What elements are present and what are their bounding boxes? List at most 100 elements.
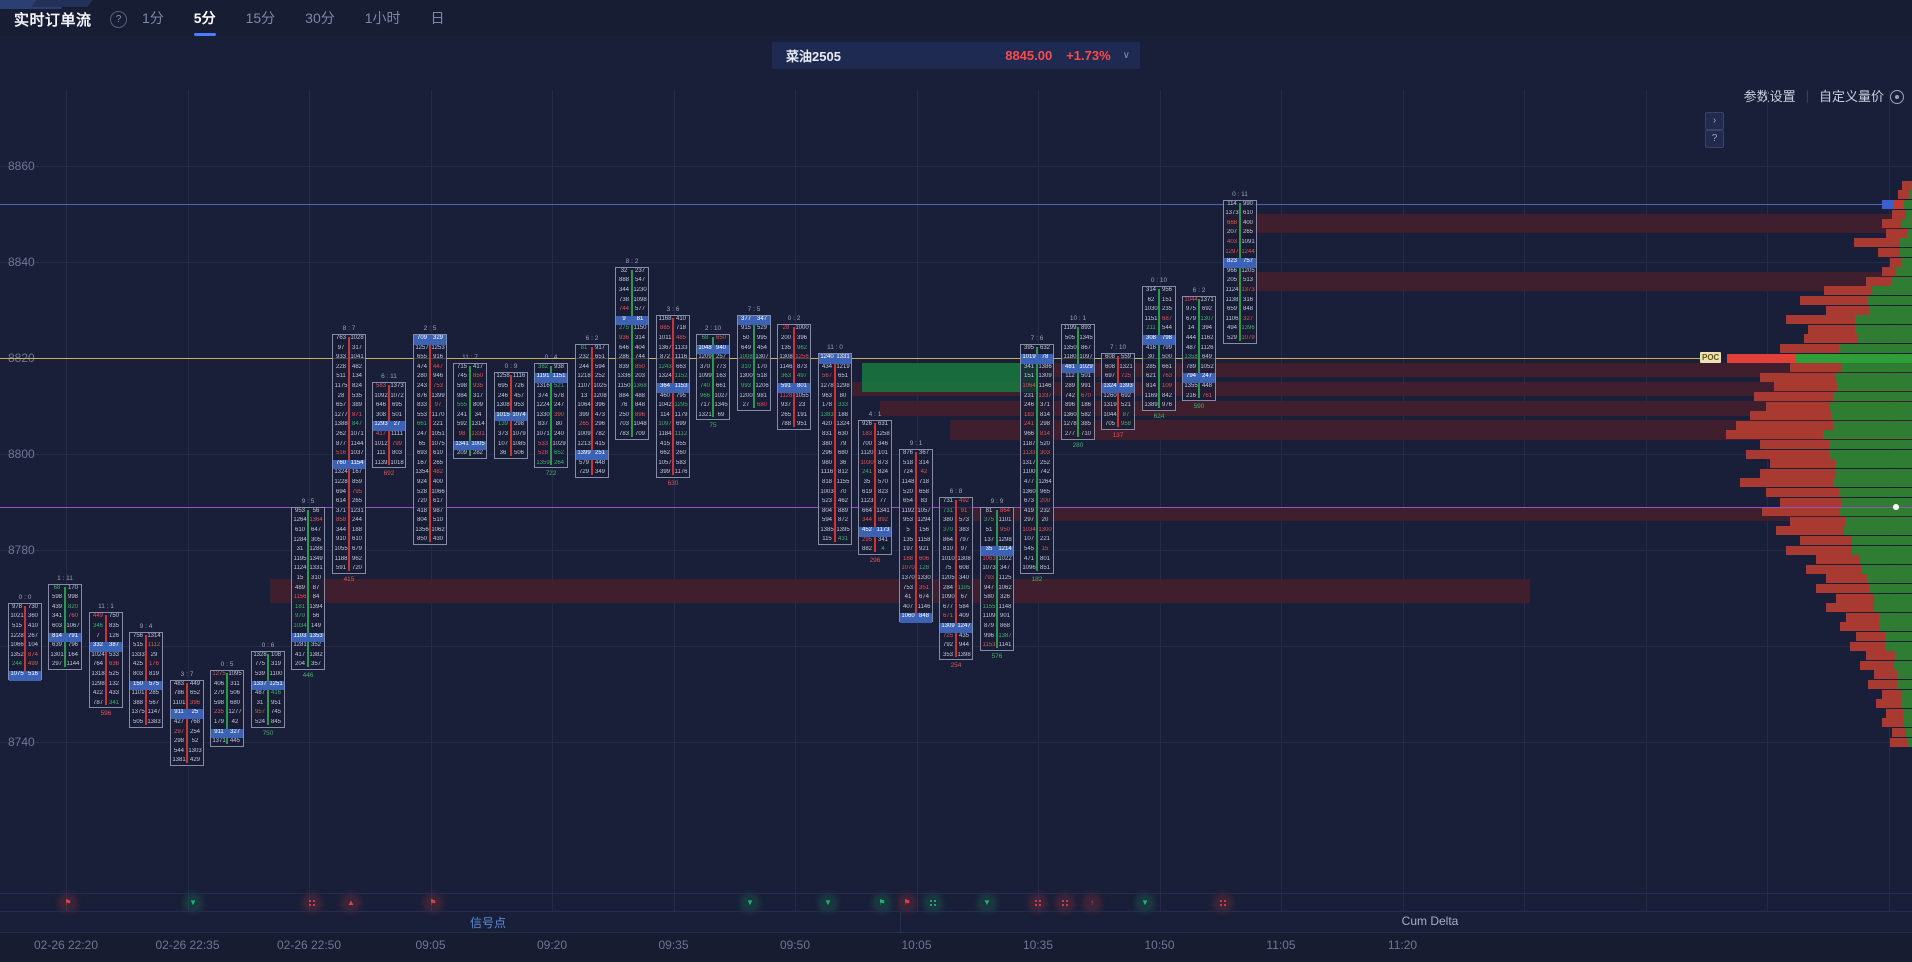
- footprint-candle[interactable]: 1199 893 505 1345 1350 867 1180 1097 481 1029 112 5…: [1061, 324, 1095, 440]
- candle-delta-line: [429, 337, 431, 543]
- footprint-candle[interactable]: 608 559 608 1321 697 725 1324 1393 1260 692 1319 52…: [1101, 353, 1135, 430]
- footprint-candle[interactable]: 1240 1331 434 1219 567 651 1278 1298 963 80 178 333…: [818, 353, 852, 546]
- help-icon[interactable]: ?: [110, 11, 127, 28]
- ref-line-right-tag: [1882, 200, 1894, 210]
- footprint-row: 1030 873: [860, 459, 888, 466]
- candle-delta-header: 10 : 1: [1069, 315, 1087, 323]
- custom-volume-price-button[interactable]: 自定义量价: [1818, 89, 1884, 104]
- footprint-candle[interactable]: 953 56 1264 1364 610 647 1284 305 31 1288 1195 1349…: [291, 506, 325, 670]
- footprint-row: 700 346: [861, 440, 888, 447]
- signal-marker-dots[interactable]: [1216, 896, 1230, 910]
- footprint-candle[interactable]: 1328 108 775 319 539 1100 1337 1251 487 416 31 951 9…: [251, 650, 285, 728]
- footprint-candle[interactable]: 395 632 1019 78 341 1386 151 1309 1064 1146 231 133…: [1020, 343, 1054, 574]
- signal-marker-flag[interactable]: ⚑: [61, 896, 75, 910]
- footprint-candle[interactable]: 1275 1095 406 311 279 506 598 680 235 1277 179 42 91…: [210, 670, 244, 747]
- footprint-candle[interactable]: 731 492 731 91 380 573 370 383 864 797 810 97 1010 13…: [939, 497, 973, 661]
- footprint-candle[interactable]: 715 417 745 850 598 935 984 317 555 809 241 34 592 13…: [453, 362, 487, 459]
- grid-line-horizontal: [0, 454, 1912, 455]
- footprint-row: 933 1041: [335, 354, 364, 361]
- signal-marker-tri-up[interactable]: ▲: [344, 896, 358, 910]
- footprint-candle[interactable]: 449 750 346 835 7 126 332 387 1024 533 764 636 1318 5…: [89, 612, 123, 709]
- footprint-candle[interactable]: 709 329 1257 1253 655 916 474 447 280 946 243 753 87…: [413, 334, 447, 546]
- footprint-candle[interactable]: 876 367 518 314 724 42 1148 718 520 658 654 83 1192 1…: [899, 449, 933, 623]
- footprint-row: 1124 1331: [293, 565, 323, 572]
- footprint-row: 344 892: [861, 517, 888, 524]
- signal-marker-dots[interactable]: [1031, 896, 1045, 910]
- signal-marker-tri-down[interactable]: ▼: [821, 896, 835, 910]
- footprint-row: 135 1158: [902, 536, 931, 543]
- grid-line-vertical: [1402, 90, 1404, 911]
- footprint-row: 494 1396: [1226, 325, 1255, 332]
- footprint-candle[interactable]: 1258 1116 695 726 246 457 1308 953 1015 1074 139 29…: [494, 372, 528, 459]
- instrument-selector[interactable]: 菜油2505 8845.00 +1.73% ∨: [772, 42, 1140, 69]
- footprint-row: 1359 264: [536, 459, 564, 466]
- footprint-candle[interactable]: 382 938 1191 1151 1316 521 374 578 1224 247 1330 39…: [534, 362, 568, 469]
- footprint-row: 1146 873: [779, 363, 807, 370]
- signal-marker-flag[interactable]: ⚑: [875, 896, 889, 910]
- chevron-down-icon[interactable]: ∨: [1122, 50, 1130, 61]
- footprint-row: 1150 1368: [617, 382, 647, 389]
- flag-signal-icon: ⚑: [878, 898, 886, 907]
- candle-delta-line: [753, 317, 755, 408]
- footprint-row: 804 510: [416, 517, 443, 524]
- footprint-row: 178 333: [821, 402, 848, 409]
- footprint-candle[interactable]: 1168 410 885 718 1011 485 1367 1133 872 1116 1243 6…: [656, 314, 690, 478]
- tab-30分[interactable]: 30分: [305, 10, 335, 26]
- footprint-candle[interactable]: 756 1314 515 1112 1333 29 425 176 803 819 150 575 11…: [129, 631, 163, 728]
- tab-1小时[interactable]: 1小时: [364, 10, 401, 26]
- tab-1分[interactable]: 1分: [142, 10, 164, 26]
- visibility-icon[interactable]: [1890, 89, 1904, 104]
- signal-marker-tri-down[interactable]: ▼: [186, 896, 200, 910]
- footprint-row: 1187 520: [1022, 440, 1050, 447]
- footprint-row: 1354 482: [415, 469, 443, 476]
- footprint-row: 924 400: [416, 478, 443, 485]
- footprint-candle[interactable]: 978 730 1021 360 515 410 1228 267 1066 104 1352 874…: [8, 602, 42, 681]
- footprint-candle[interactable]: 314 956 62 151 1030 235 1151 687 211 544 308 798 416…: [1142, 286, 1176, 411]
- footprint-candle[interactable]: 114 990 1373 610 668 400 207 265 403 1091 1297 1244…: [1223, 199, 1257, 344]
- signal-marker-arrow-up[interactable]: ↑: [1085, 896, 1099, 910]
- footprint-candle[interactable]: 377 347 915 529 50 995 649 454 1008 1307 310 170 130…: [737, 314, 771, 411]
- candle-delta-line: [105, 615, 107, 706]
- footprint-candle[interactable]: 81 864 375 1101 51 950 137 1298 35 1214 1063 1022 10…: [980, 506, 1014, 651]
- footprint-candle[interactable]: 926 631 183 1258 700 346 1120 101 1030 873 241 824 3…: [858, 420, 892, 555]
- tab-5分[interactable]: 5分: [193, 8, 216, 36]
- signal-marker-tri-down[interactable]: ▼: [1138, 896, 1152, 910]
- candle-delta-header: 7 : 6: [1030, 334, 1044, 342]
- footprint-candle[interactable]: 68 650 1048 940 1209 257 370 773 1099 163 740 661 96…: [696, 334, 730, 421]
- expand-panel-button[interactable]: ›: [1705, 112, 1724, 130]
- footprint-row: 580 326: [983, 594, 1010, 601]
- footprint-candle[interactable]: 32 237 888 547 344 1230 738 1098 744 577 9 81 275 115…: [615, 266, 649, 440]
- footprint-row: 545 15: [1023, 546, 1049, 553]
- footprint-row: 709 329: [414, 335, 446, 345]
- footprint-row: 289 991: [1064, 382, 1091, 389]
- candle-delta-line: [24, 605, 26, 677]
- signal-marker-dots[interactable]: [1058, 896, 1072, 910]
- footprint-candle[interactable]: 28 1000 200 396 135 962 1308 1256 1146 873 363 497 5…: [777, 324, 811, 430]
- volume-profile-row-green: [1869, 305, 1912, 315]
- signal-marker-flag[interactable]: ⚑: [426, 896, 440, 910]
- signal-marker-flag[interactable]: ⚑: [900, 896, 914, 910]
- signal-marker-dots[interactable]: [926, 896, 940, 910]
- footprint-row: 1064 1146: [1022, 382, 1052, 389]
- footprint-candle[interactable]: 81 917 232 651 244 594 1218 252 1107 1025 13 1208 10…: [575, 343, 609, 478]
- tab-日[interactable]: 日: [430, 10, 445, 26]
- footprint-candle[interactable]: 1044 1371 975 692 679 1307 14 394 444 1162 487 1126…: [1182, 295, 1216, 402]
- panel-help-button[interactable]: ?: [1705, 130, 1724, 148]
- signal-marker-tri-down[interactable]: ▼: [980, 896, 994, 910]
- volume-profile-row-red: [1760, 439, 1830, 449]
- footprint-row: 36 506: [499, 450, 524, 457]
- footprint-row: 511 134: [336, 373, 362, 380]
- footprint-row: 1228 859: [334, 478, 362, 485]
- settings-button[interactable]: 参数设置: [1743, 89, 1796, 104]
- footprint-row: 738 1098: [618, 296, 647, 303]
- tab-15分[interactable]: 15分: [245, 10, 276, 26]
- footprint-candle[interactable]: 483 449 786 652 1101 396 911 25 427 768 297 254 298 5…: [170, 679, 204, 766]
- footprint-candle[interactable]: 583 1373 1092 1072 646 695 308 501 1293 27 417 1111…: [372, 382, 406, 469]
- volume-profile-row-green: [1901, 257, 1912, 267]
- footprint-row: 1034 149: [293, 622, 321, 629]
- footprint-row: 1155 1148: [982, 603, 1012, 610]
- signal-marker-tri-down[interactable]: ▼: [743, 896, 757, 910]
- footprint-candle[interactable]: 68 170 598 998 439 820 341 760 603 1067 814 791 639 7…: [48, 583, 82, 670]
- footprint-candle[interactable]: 763 1028 97 317 933 1041 228 482 511 134 1175 824 28…: [332, 334, 366, 574]
- signal-marker-dots[interactable]: [305, 896, 319, 910]
